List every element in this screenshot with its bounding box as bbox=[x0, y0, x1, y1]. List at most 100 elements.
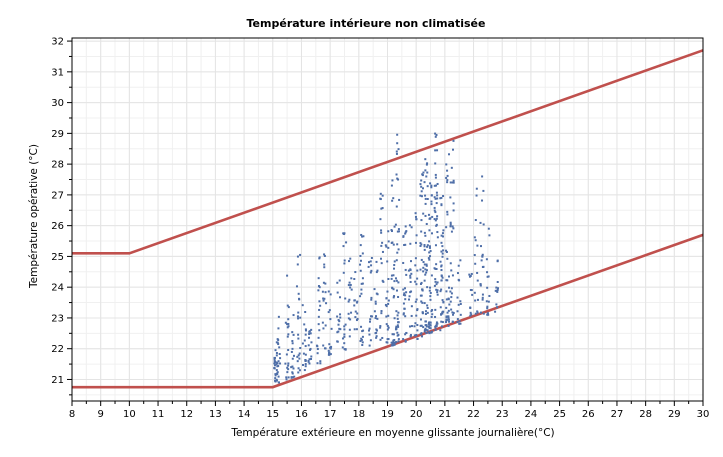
x-tick-label: 10 bbox=[123, 409, 136, 420]
data-point bbox=[394, 223, 397, 226]
data-point bbox=[324, 282, 327, 285]
data-point bbox=[436, 236, 439, 239]
data-point bbox=[392, 197, 395, 200]
data-point bbox=[330, 327, 333, 330]
data-point bbox=[431, 313, 434, 316]
data-point bbox=[415, 283, 418, 286]
data-point bbox=[369, 271, 372, 274]
data-point bbox=[419, 242, 422, 245]
data-point bbox=[381, 336, 384, 339]
data-point bbox=[413, 334, 416, 337]
data-point bbox=[407, 298, 410, 301]
data-point bbox=[474, 262, 477, 265]
data-point bbox=[396, 331, 399, 334]
data-point bbox=[428, 240, 431, 243]
data-point bbox=[433, 206, 436, 209]
data-point bbox=[468, 275, 471, 278]
data-point bbox=[434, 315, 437, 318]
data-point bbox=[308, 333, 311, 336]
data-point bbox=[385, 323, 388, 326]
data-point bbox=[425, 328, 428, 331]
data-point bbox=[287, 333, 290, 336]
data-point bbox=[476, 298, 479, 301]
data-point bbox=[297, 292, 300, 295]
data-point bbox=[434, 328, 437, 331]
data-point bbox=[409, 268, 412, 271]
data-point bbox=[291, 371, 294, 374]
data-point bbox=[291, 376, 294, 379]
data-point bbox=[446, 311, 449, 314]
data-point bbox=[381, 194, 384, 197]
data-point bbox=[327, 311, 330, 314]
data-point bbox=[336, 291, 339, 294]
data-point bbox=[480, 259, 483, 262]
data-point bbox=[391, 333, 394, 336]
data-point bbox=[286, 274, 289, 277]
data-point bbox=[426, 245, 429, 248]
data-point bbox=[286, 335, 289, 338]
data-point bbox=[474, 239, 477, 242]
data-point bbox=[452, 181, 455, 184]
data-point bbox=[404, 333, 407, 336]
data-point bbox=[445, 319, 448, 322]
data-point bbox=[297, 333, 300, 336]
data-point bbox=[350, 311, 353, 314]
data-point bbox=[481, 175, 484, 178]
data-point bbox=[414, 322, 417, 325]
data-point bbox=[385, 305, 388, 308]
data-point bbox=[274, 379, 277, 382]
data-point bbox=[474, 299, 477, 302]
data-point bbox=[440, 250, 443, 253]
data-point bbox=[424, 313, 427, 316]
data-point bbox=[303, 339, 306, 342]
data-point bbox=[428, 332, 431, 335]
data-point bbox=[402, 235, 405, 238]
data-point bbox=[470, 272, 473, 275]
data-point bbox=[284, 321, 287, 324]
data-point bbox=[497, 287, 500, 290]
data-point bbox=[413, 325, 416, 328]
data-point bbox=[317, 323, 320, 326]
data-point bbox=[442, 229, 445, 232]
data-point bbox=[350, 277, 353, 280]
data-point bbox=[422, 171, 425, 174]
data-point bbox=[393, 267, 396, 270]
data-point bbox=[310, 357, 313, 360]
data-point bbox=[318, 308, 321, 311]
data-point bbox=[380, 207, 383, 210]
data-point bbox=[341, 346, 344, 349]
data-point bbox=[391, 241, 394, 244]
data-point bbox=[309, 347, 312, 350]
data-point bbox=[347, 284, 350, 287]
data-point bbox=[279, 362, 282, 365]
data-point bbox=[387, 277, 390, 280]
data-point bbox=[456, 318, 459, 321]
data-point bbox=[426, 286, 429, 289]
data-point bbox=[420, 300, 423, 303]
data-point bbox=[276, 373, 279, 376]
data-point bbox=[429, 286, 432, 289]
data-point bbox=[385, 245, 388, 248]
data-point bbox=[384, 244, 387, 247]
data-point bbox=[469, 288, 472, 291]
x-tick-label: 19 bbox=[381, 409, 394, 420]
data-point bbox=[290, 366, 293, 369]
data-point bbox=[436, 281, 439, 284]
data-point bbox=[353, 328, 356, 331]
data-point bbox=[435, 268, 438, 271]
data-point bbox=[450, 230, 453, 233]
data-point bbox=[416, 269, 419, 272]
data-point bbox=[273, 358, 276, 361]
data-point bbox=[292, 333, 295, 336]
data-point bbox=[430, 200, 433, 203]
data-point bbox=[292, 367, 295, 370]
data-point bbox=[452, 202, 455, 205]
data-point bbox=[426, 162, 429, 165]
data-point bbox=[274, 377, 277, 380]
data-point bbox=[277, 315, 280, 318]
data-point bbox=[375, 260, 378, 263]
data-point bbox=[425, 163, 428, 166]
data-point bbox=[368, 344, 371, 347]
data-point bbox=[442, 301, 445, 304]
data-point bbox=[426, 171, 429, 174]
